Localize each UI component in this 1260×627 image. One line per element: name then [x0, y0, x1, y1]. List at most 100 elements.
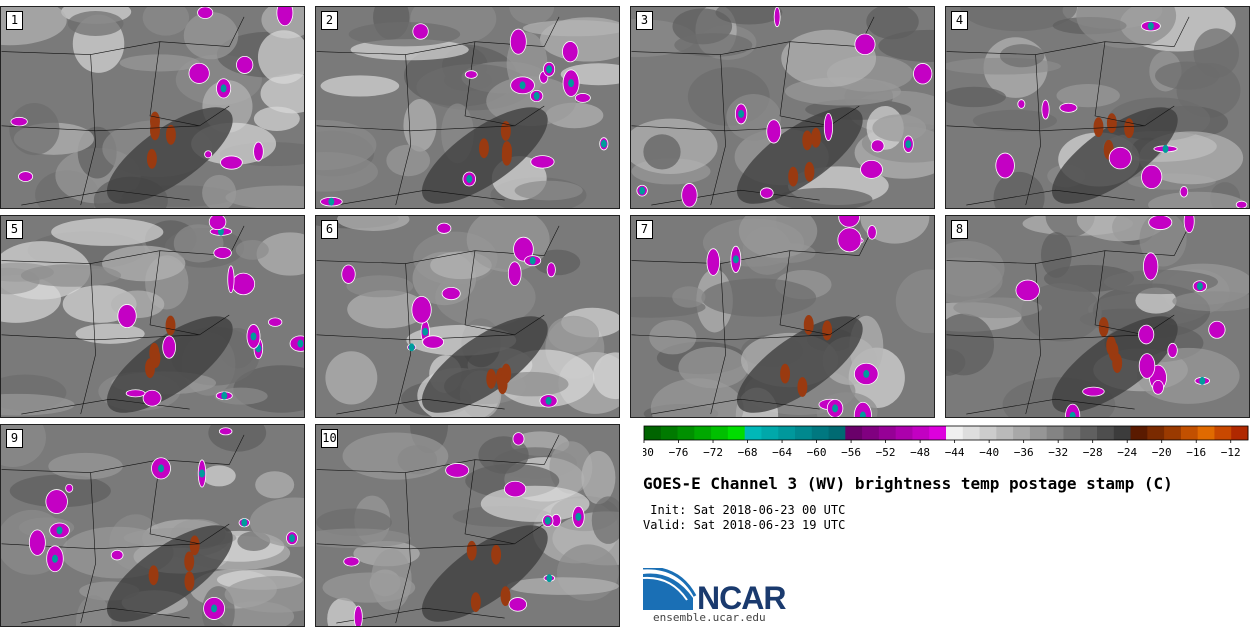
colorbar-tick-label: −36 — [1014, 446, 1034, 459]
grey-cloud — [256, 232, 304, 276]
ncar-logo-icon — [643, 568, 697, 610]
convective-cell — [681, 183, 698, 208]
grey-cloud — [953, 297, 1043, 319]
convective-cell — [45, 489, 68, 514]
cold-core — [408, 343, 415, 352]
grey-cloud — [183, 11, 239, 60]
grey-cloud — [1148, 191, 1246, 208]
panel-2: 2 — [315, 6, 620, 209]
grey-cloud — [509, 7, 555, 25]
panel-3: 3 — [630, 6, 935, 209]
cold-core — [328, 197, 335, 206]
convective-cell — [204, 150, 213, 159]
grey-cloud — [225, 185, 304, 208]
border-line — [1, 125, 200, 132]
convective-cell — [218, 427, 233, 436]
warm-patch — [822, 320, 833, 341]
convective-cell — [117, 304, 137, 328]
convective-cell — [1208, 320, 1226, 339]
warm-patch — [802, 130, 813, 151]
chart-title: GOES-E Channel 3 (WV) brightness temp po… — [643, 474, 1173, 493]
convective-cell — [411, 296, 432, 324]
border-line — [1094, 250, 1175, 336]
colorbar-tick-label: −56 — [841, 446, 861, 459]
convective-cell — [10, 116, 28, 127]
border-line — [395, 263, 411, 415]
convective-cell — [268, 317, 283, 327]
colorbar-swatch — [1080, 426, 1098, 440]
panel-label: 7 — [636, 220, 653, 239]
colorbar-tick-label: −16 — [1186, 446, 1206, 459]
border-line — [316, 459, 545, 473]
valid-line: Valid: Sat 2018-06-23 19 UTC — [643, 518, 845, 532]
convective-cell — [1183, 216, 1195, 234]
cold-core — [1069, 411, 1076, 417]
dry-band — [421, 316, 548, 413]
border-line — [149, 41, 230, 127]
dry-band — [106, 525, 233, 622]
grey-cloud — [539, 17, 619, 62]
grey-cloud — [674, 33, 753, 57]
grey-cloud — [715, 7, 783, 25]
border-line — [946, 250, 1175, 264]
border-line — [336, 607, 505, 624]
panel-label: 10 — [321, 429, 338, 448]
cold-core — [199, 469, 205, 478]
convective-cell — [995, 152, 1015, 179]
cold-core — [289, 534, 295, 543]
convective-cell — [18, 171, 34, 182]
convective-cell — [464, 70, 478, 79]
border-line — [543, 225, 560, 256]
border-line — [779, 250, 860, 336]
convective-cell — [1235, 200, 1248, 208]
convective-cell — [28, 529, 46, 556]
convective-cell — [341, 264, 356, 284]
cold-core — [568, 79, 575, 88]
colorbar-swatch — [1113, 426, 1132, 440]
colorbar-tick-label: −52 — [876, 446, 896, 459]
border-line — [966, 189, 1135, 206]
cold-core — [832, 404, 839, 413]
border-line — [1173, 16, 1190, 47]
init-label: Init: — [650, 503, 687, 517]
warm-patch — [148, 565, 159, 586]
cold-core — [519, 81, 526, 90]
convective-cell — [1082, 386, 1105, 397]
colorbar-swatch — [946, 426, 964, 440]
cold-core — [220, 84, 227, 93]
border-line — [80, 54, 96, 206]
grey-cloud — [48, 452, 123, 480]
cold-core — [639, 186, 646, 195]
colorbar-swatch — [1013, 426, 1031, 440]
colorbar-swatch — [1046, 426, 1064, 440]
grey-cloud — [253, 106, 300, 131]
cold-core — [466, 175, 473, 183]
grey-cloud — [972, 109, 1058, 132]
convective-cell — [1015, 279, 1040, 302]
grey-cloud — [701, 278, 817, 317]
panel-5: 5 — [0, 215, 305, 418]
colorbar-swatch — [711, 426, 729, 440]
colorbar-swatch — [1214, 426, 1232, 440]
warm-patch — [1098, 317, 1109, 337]
warm-patch — [803, 315, 814, 335]
dry-band — [421, 525, 548, 622]
grey-cloud — [946, 86, 1006, 108]
grey-cloud — [325, 351, 378, 405]
convective-cell — [231, 272, 256, 296]
cold-core — [1162, 144, 1169, 153]
warm-patch — [189, 535, 200, 556]
panel-map — [631, 216, 934, 417]
panel-1: 1 — [0, 6, 305, 209]
border-line — [336, 189, 505, 206]
dry-band — [106, 107, 233, 204]
colorbar-swatch — [694, 426, 712, 440]
panel-label: 8 — [951, 220, 968, 239]
convective-cell — [773, 7, 781, 28]
border-line — [149, 250, 230, 336]
colorbar-swatch — [811, 426, 830, 440]
grey-cloud — [872, 114, 927, 142]
grey-cloud — [592, 352, 619, 400]
panel-map — [316, 7, 619, 208]
cold-core — [211, 604, 218, 613]
